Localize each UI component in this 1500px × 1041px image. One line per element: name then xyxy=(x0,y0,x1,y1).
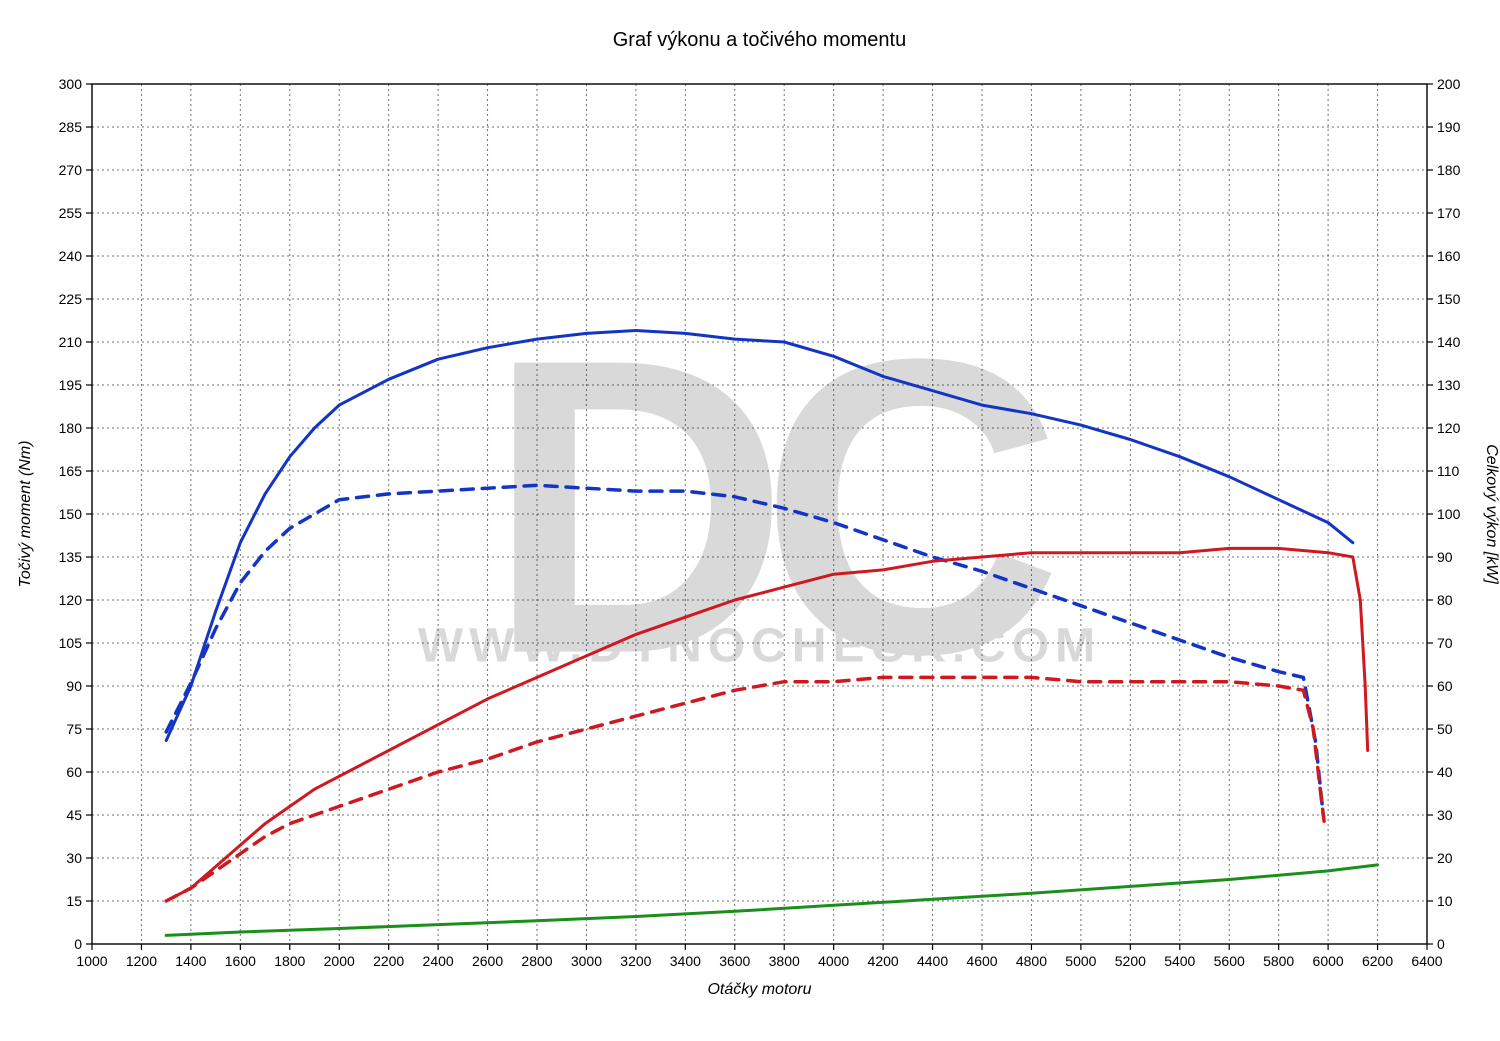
x-tick-label: 3400 xyxy=(670,953,701,969)
x-tick-label: 2800 xyxy=(521,953,552,969)
y-right-tick-label: 70 xyxy=(1437,635,1453,651)
y-left-tick-label: 225 xyxy=(59,291,83,307)
y-left-tick-label: 210 xyxy=(59,334,83,350)
y-left-tick-label: 0 xyxy=(74,936,82,952)
y-right-tick-label: 0 xyxy=(1437,936,1445,952)
y-left-tick-label: 120 xyxy=(59,592,83,608)
y-right-tick-label: 40 xyxy=(1437,764,1453,780)
y-left-tick-label: 300 xyxy=(59,76,83,92)
y-right-tick-label: 20 xyxy=(1437,850,1453,866)
x-tick-label: 6000 xyxy=(1313,953,1344,969)
x-tick-label: 1200 xyxy=(126,953,157,969)
x-tick-label: 5400 xyxy=(1164,953,1195,969)
y-right-tick-label: 10 xyxy=(1437,893,1453,909)
x-tick-label: 2600 xyxy=(472,953,503,969)
chart-svg: DCWWW.DYNOCHECK.COM100012001400160018002… xyxy=(0,0,1500,1041)
series-loss_power xyxy=(166,865,1377,936)
dyno-chart: DCWWW.DYNOCHECK.COM100012001400160018002… xyxy=(0,0,1500,1041)
x-tick-label: 4000 xyxy=(818,953,849,969)
x-tick-label: 4600 xyxy=(966,953,997,969)
x-tick-label: 5000 xyxy=(1065,953,1096,969)
y-right-tick-label: 50 xyxy=(1437,721,1453,737)
x-tick-label: 5800 xyxy=(1263,953,1294,969)
y-left-tick-label: 105 xyxy=(59,635,83,651)
x-tick-label: 3600 xyxy=(719,953,750,969)
chart-title: Graf výkonu a točivého momentu xyxy=(613,29,906,51)
y-left-tick-label: 60 xyxy=(66,764,82,780)
y-right-tick-label: 190 xyxy=(1437,119,1461,135)
y-left-tick-label: 255 xyxy=(59,205,83,221)
y-left-tick-label: 135 xyxy=(59,549,83,565)
x-tick-label: 4200 xyxy=(868,953,899,969)
y-left-tick-label: 150 xyxy=(59,506,83,522)
y-left-tick-label: 195 xyxy=(59,377,83,393)
y-right-tick-label: 170 xyxy=(1437,205,1461,221)
x-tick-label: 2400 xyxy=(423,953,454,969)
x-tick-label: 1800 xyxy=(274,953,305,969)
y-left-axis-title: Točivý moment (Nm) xyxy=(17,441,34,588)
y-right-tick-label: 130 xyxy=(1437,377,1461,393)
x-tick-label: 3800 xyxy=(769,953,800,969)
y-right-tick-label: 100 xyxy=(1437,506,1461,522)
y-left-tick-label: 30 xyxy=(66,850,82,866)
y-right-tick-label: 110 xyxy=(1437,463,1460,479)
y-right-tick-label: 60 xyxy=(1437,678,1453,694)
y-left-tick-label: 180 xyxy=(59,420,83,436)
y-left-tick-label: 240 xyxy=(59,248,83,264)
x-tick-label: 5200 xyxy=(1115,953,1146,969)
x-tick-label: 1600 xyxy=(225,953,256,969)
x-tick-label: 3200 xyxy=(620,953,651,969)
y-right-tick-label: 150 xyxy=(1437,291,1461,307)
y-left-tick-label: 45 xyxy=(66,807,82,823)
x-tick-label: 4400 xyxy=(917,953,948,969)
x-tick-label: 2000 xyxy=(324,953,355,969)
y-left-tick-label: 270 xyxy=(59,162,83,178)
y-right-tick-label: 200 xyxy=(1437,76,1461,92)
x-tick-label: 2200 xyxy=(373,953,404,969)
y-right-axis-title: Celkový výkon [kW] xyxy=(1483,444,1500,584)
y-right-tick-label: 180 xyxy=(1437,162,1461,178)
y-left-tick-label: 285 xyxy=(59,119,83,135)
y-left-tick-label: 165 xyxy=(59,463,83,479)
y-left-tick-label: 75 xyxy=(66,721,82,737)
y-right-tick-label: 140 xyxy=(1437,334,1461,350)
x-tick-label: 1000 xyxy=(76,953,107,969)
y-left-tick-label: 90 xyxy=(66,678,82,694)
watermark-url: WWW.DYNOCHECK.COM xyxy=(418,620,1101,673)
y-right-tick-label: 120 xyxy=(1437,420,1461,436)
y-left-tick-label: 15 xyxy=(66,893,82,909)
x-tick-label: 4800 xyxy=(1016,953,1047,969)
x-tick-label: 3000 xyxy=(571,953,602,969)
x-tick-label: 5600 xyxy=(1214,953,1245,969)
x-tick-label: 1400 xyxy=(175,953,206,969)
y-right-tick-label: 30 xyxy=(1437,807,1453,823)
x-axis-title: Otáčky motoru xyxy=(707,981,811,998)
x-tick-label: 6400 xyxy=(1411,953,1442,969)
x-tick-label: 6200 xyxy=(1362,953,1393,969)
y-right-tick-label: 80 xyxy=(1437,592,1453,608)
y-right-tick-label: 90 xyxy=(1437,549,1453,565)
y-right-tick-label: 160 xyxy=(1437,248,1461,264)
